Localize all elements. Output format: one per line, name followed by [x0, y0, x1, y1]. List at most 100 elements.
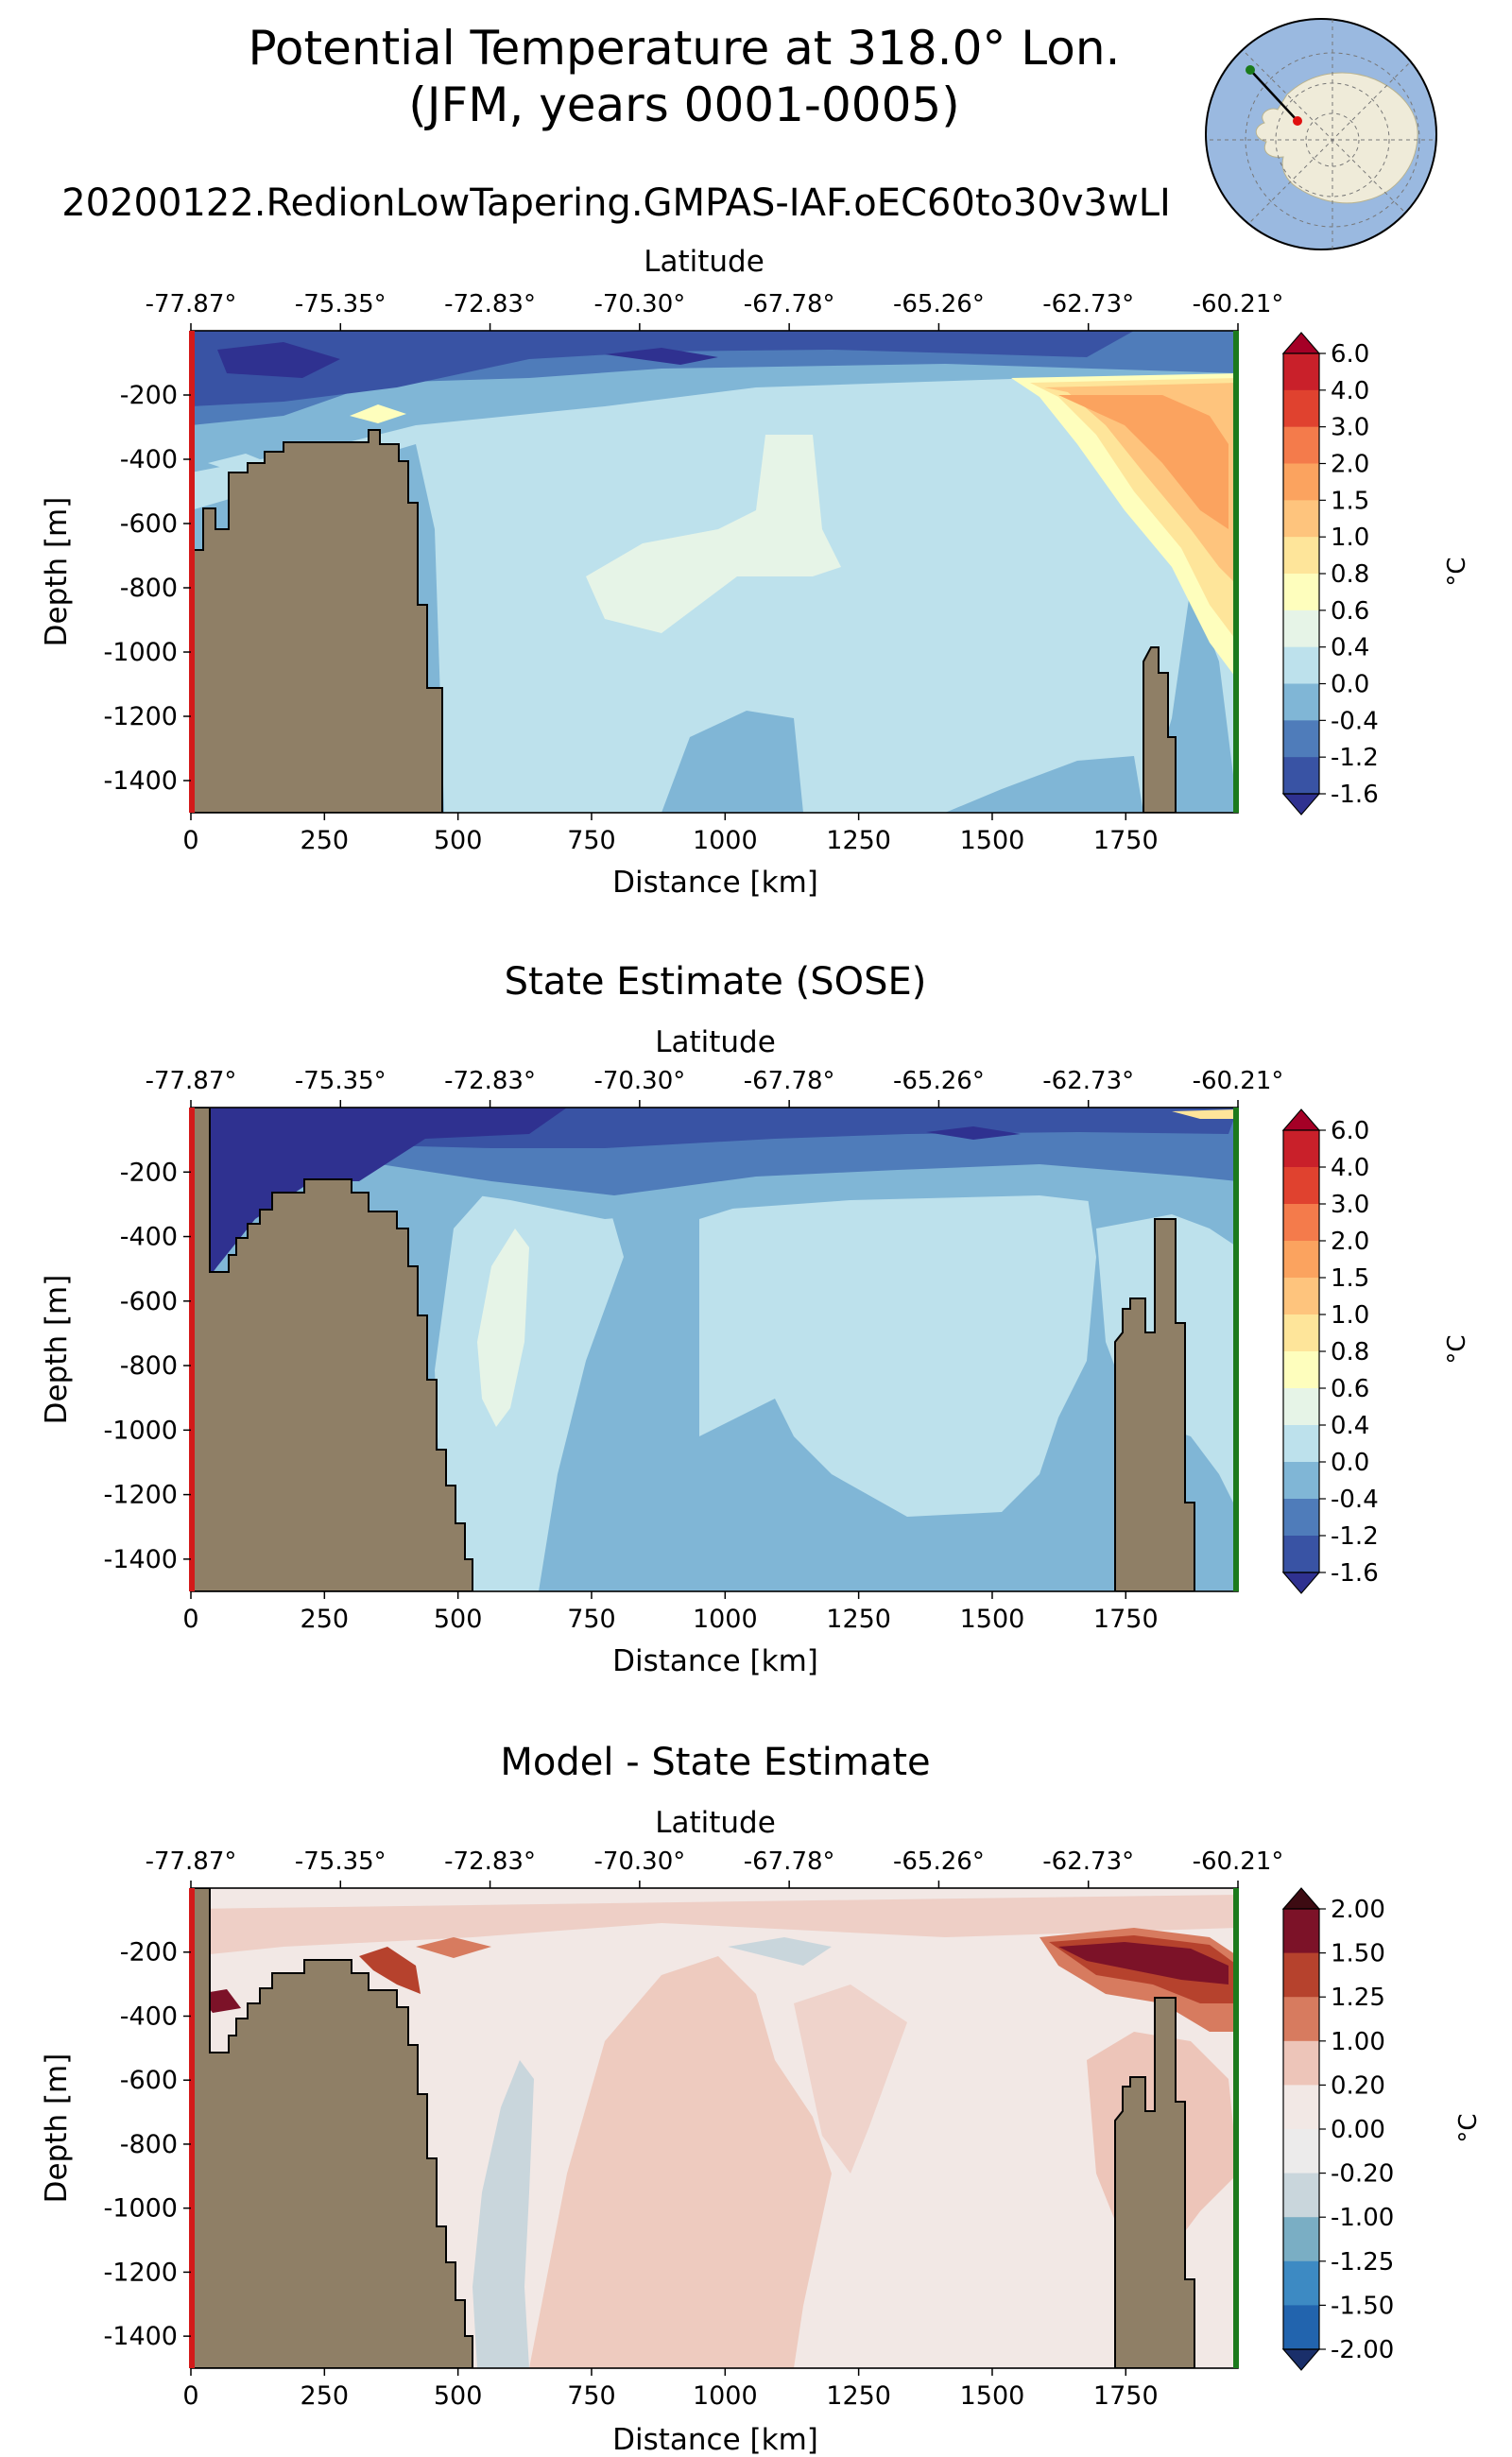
colorbar-label: 2.00 — [1331, 1896, 1385, 1924]
colorbar-label: 2.0 — [1331, 1228, 1369, 1256]
y-tick-label: -800 — [120, 574, 178, 603]
colorbar-segment — [1283, 757, 1319, 795]
y-tick-label: -800 — [120, 1351, 178, 1381]
y-tick-label: -1400 — [104, 766, 178, 796]
colorbar-segment — [1283, 2305, 1319, 2350]
colorbar-segment — [1283, 463, 1319, 501]
lat-tick-label: -77.87° — [146, 1067, 237, 1095]
colorbar-segment — [1283, 2217, 1319, 2262]
figure-title-line2: (JFM, years 0001-0005) — [408, 77, 959, 132]
colorbar-segment — [1283, 2040, 1319, 2086]
lat-tick-label: -62.73° — [1042, 1847, 1134, 1876]
x-tick-label: 250 — [301, 1605, 350, 1634]
panel1-right-edge — [1233, 331, 1239, 813]
colorbar-segment — [1283, 683, 1319, 721]
panel3-field — [191, 1888, 1238, 2368]
x-tick-label: 1250 — [826, 2381, 891, 2411]
panel2-title: State Estimate (SOSE) — [505, 960, 927, 1004]
colorbar-label: 1.0 — [1331, 524, 1369, 552]
colorbar-segment — [1283, 1536, 1319, 1573]
y-tick-label: -200 — [120, 1938, 178, 1967]
panel2-field — [191, 1108, 1238, 1591]
colorbar-label: 0.4 — [1331, 1412, 1369, 1440]
y-tick-label: -600 — [120, 1287, 178, 1316]
colorbar-segment — [1283, 1997, 1319, 2042]
panel1-top-xlabel: Latitude — [644, 245, 765, 279]
x-tick-label: 1500 — [960, 2381, 1025, 2411]
colorbar-segment — [1283, 1909, 1319, 1954]
panel3-lat-ticks: -77.87° -75.35° -72.83° -70.30° -67.78° -65.2… — [146, 1847, 1283, 1888]
y-tick-label: -200 — [120, 1158, 178, 1187]
x-tick-label: 1250 — [826, 1605, 891, 1634]
panel3-bathymetry — [191, 1888, 1195, 2368]
panel2-top-xlabel: Latitude — [655, 1025, 776, 1059]
panel3-right-edge — [1233, 1888, 1239, 2368]
inset-map — [1205, 18, 1437, 250]
panel1-y-ticks: -200 -400 -600 -800 -1000 -1200 -1400 — [104, 381, 191, 796]
colorbar-segment — [1283, 1425, 1319, 1463]
colorbar-extend-bottom — [1281, 2348, 1321, 2371]
lat-tick-label: -72.83° — [444, 1847, 536, 1876]
colorbar-segment — [1283, 537, 1319, 575]
x-tick-label: 0 — [182, 2381, 198, 2411]
colorbar-label: 0.8 — [1331, 560, 1369, 589]
y-tick-label: -200 — [120, 381, 178, 410]
panel2-bathymetry — [191, 1108, 1195, 1591]
transect-start-marker — [1246, 65, 1255, 75]
colorbar-segment — [1283, 1499, 1319, 1537]
x-tick-label: 1500 — [960, 826, 1025, 855]
panel1-xlabel: Distance [km] — [612, 866, 818, 900]
panel3-y-ticks: -200 -400 -600 -800 -1000 -1200 -1400 — [104, 1938, 191, 2351]
panel3-top-xlabel: Latitude — [655, 1806, 776, 1840]
x-tick-label: 1000 — [693, 2381, 758, 2411]
panel2-lat-ticks: -77.87° -75.35° -72.83° -70.30° -67.78° -65.2… — [146, 1067, 1283, 1108]
colorbar-label: 0.0 — [1331, 1449, 1369, 1477]
colorbar-label: 6.0 — [1331, 340, 1369, 369]
y-tick-label: -1000 — [104, 638, 178, 667]
panel2-colorbar-unit: °C — [1443, 1334, 1471, 1364]
x-tick-label: 750 — [567, 1605, 616, 1634]
colorbar-segment — [1283, 610, 1319, 648]
panel2-colorbar: 6.0 4.0 3.0 2.0 1.5 1.0 0.8 0.6 0.4 0.0 -0.4 -1.2 -1… — [1281, 1108, 1379, 1594]
colorbar-label: -2.00 — [1331, 2336, 1394, 2364]
y-tick-label: -1200 — [104, 702, 178, 731]
lat-tick-label: -77.87° — [146, 290, 237, 318]
lat-tick-label: -72.83° — [444, 290, 536, 318]
lat-tick-label: -75.35° — [295, 1067, 387, 1095]
colorbar-segment — [1283, 2085, 1319, 2130]
colorbar-segment — [1283, 1314, 1319, 1352]
x-tick-label: 1750 — [1093, 826, 1159, 855]
lat-tick-label: -72.83° — [444, 1067, 536, 1095]
colorbar-label: 0.4 — [1331, 634, 1369, 662]
colorbar-segment — [1283, 1351, 1319, 1389]
colorbar-segment — [1283, 1388, 1319, 1426]
x-tick-label: 500 — [434, 1605, 483, 1634]
colorbar-label: 0.0 — [1331, 671, 1369, 699]
colorbar-label: 0.6 — [1331, 597, 1369, 626]
colorbar-label: 2.0 — [1331, 451, 1369, 479]
colorbar-label: -1.6 — [1331, 781, 1379, 809]
panel-model: 20200122.RedionLowTapering.GMPAS-IAF.oEC… — [40, 181, 1471, 900]
panel1-bathymetry — [191, 429, 1177, 813]
lat-tick-label: -60.21° — [1193, 290, 1284, 318]
colorbar-label: -1.6 — [1331, 1559, 1379, 1588]
x-tick-label: 1000 — [693, 1605, 758, 1634]
panel3-left-edge — [189, 1888, 195, 2368]
y-tick-label: -1200 — [104, 1481, 178, 1510]
colorbar-label: 0.00 — [1331, 2116, 1385, 2144]
y-tick-label: -1400 — [104, 1545, 178, 1574]
transect-end-marker — [1293, 116, 1302, 126]
colorbar-extend-top — [1281, 332, 1321, 354]
colorbar-segment — [1283, 1241, 1319, 1279]
x-tick-label: 0 — [182, 1605, 198, 1634]
panel2-y-ticks: -200 -400 -600 -800 -1000 -1200 -1400 — [104, 1158, 191, 1574]
colorbar-label: -1.00 — [1331, 2204, 1394, 2232]
colorbar-extend-top — [1281, 1887, 1321, 1910]
y-tick-label: -1400 — [104, 2322, 178, 2351]
panel1-ylabel: Depth [m] — [40, 497, 74, 647]
x-tick-label: 750 — [567, 2381, 616, 2411]
x-tick-label: 750 — [567, 826, 616, 855]
colorbar-label: 1.50 — [1331, 1940, 1385, 1968]
